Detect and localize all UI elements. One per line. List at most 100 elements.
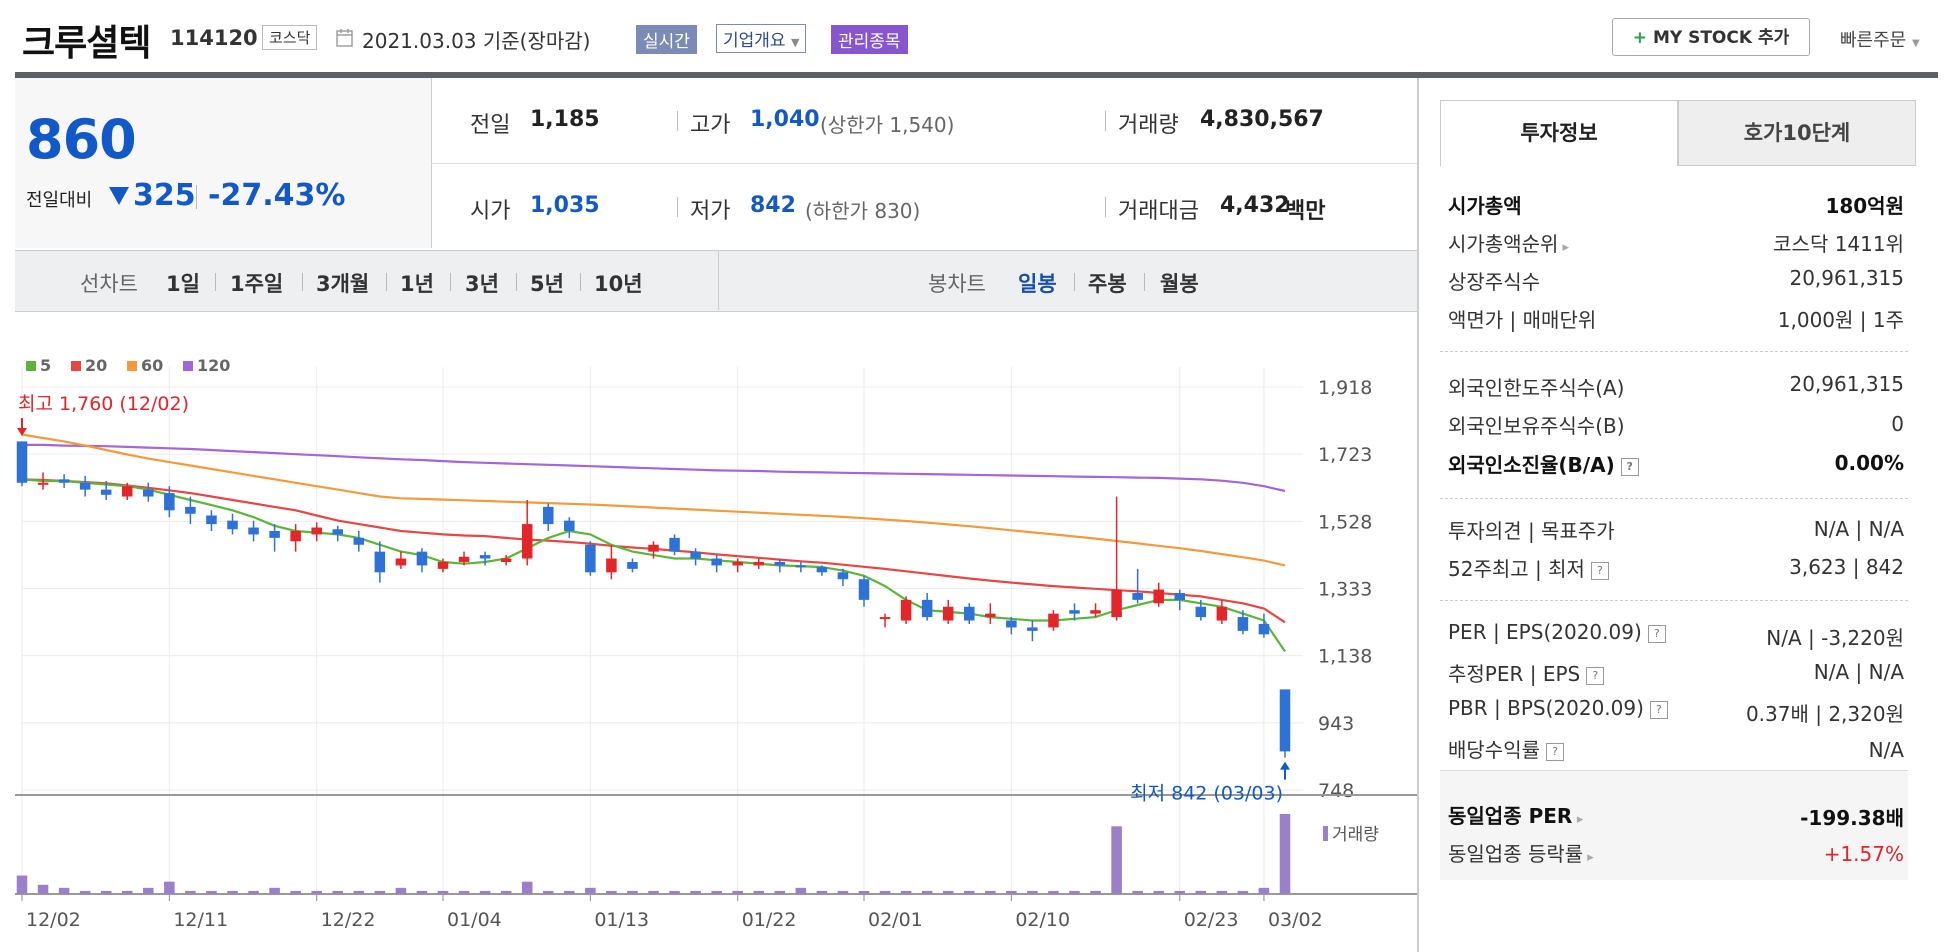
- volume-bar: [732, 890, 743, 894]
- price-chart: 1,918 1,723 1,528 1,333 1,138 943 748 12/02 12/1…: [15, 356, 1417, 931]
- company-overview-dropdown[interactable]: 기업개요 ▼: [716, 24, 807, 53]
- candle-body: [311, 527, 322, 535]
- volume-bar: [1258, 887, 1270, 894]
- divider: [1440, 351, 1908, 352]
- change-value: 325: [133, 178, 196, 213]
- market-cap-rank-value: 코스닥 1411위: [1773, 232, 1904, 256]
- low-label: 저가: [690, 199, 731, 224]
- candle-body: [921, 599, 933, 618]
- listed-shares-label: 상장주식수: [1448, 270, 1540, 294]
- divider: [677, 197, 678, 217]
- candle-body: [879, 617, 891, 620]
- volume-bar: [795, 887, 807, 894]
- price-panel: [15, 78, 432, 248]
- volume-bar: [816, 890, 828, 894]
- divider: [386, 273, 387, 291]
- open-label: 시가: [470, 199, 511, 224]
- x-tick-label: 12/22: [321, 909, 376, 931]
- candle-body: [858, 579, 870, 600]
- volume-bar: [185, 890, 196, 894]
- candle-monthly[interactable]: 월봉: [1160, 272, 1199, 296]
- volume-label: 거래량: [1118, 113, 1179, 138]
- dividend-text: 배당수익률: [1448, 738, 1540, 762]
- divider: [718, 251, 719, 310]
- y-tick-label: 748: [1318, 780, 1354, 802]
- tab-orderbook[interactable]: 호가10단계: [1678, 100, 1916, 166]
- candle-body: [185, 506, 196, 514]
- period-1y[interactable]: 1년: [400, 272, 434, 296]
- foreign-hold-value: 0: [1891, 412, 1904, 436]
- candle-body: [732, 561, 743, 566]
- low-value: 842: [750, 193, 796, 218]
- help-icon[interactable]: ?: [1647, 624, 1666, 643]
- candle-body: [206, 515, 217, 525]
- sector-change-value: +1.57%: [1823, 842, 1904, 866]
- period-1d[interactable]: 1일: [166, 272, 200, 296]
- volume-bar: [1174, 890, 1186, 894]
- period-10y[interactable]: 10년: [594, 272, 643, 296]
- quick-order-button[interactable]: 빠른주문 ▼: [1840, 26, 1920, 52]
- volume-bar: [837, 890, 849, 894]
- candle-body: [1258, 623, 1270, 635]
- volume-bar: [37, 884, 49, 894]
- y-tick-label: 1,138: [1318, 646, 1372, 668]
- current-price: 860: [26, 108, 137, 171]
- candle-body: [774, 561, 786, 566]
- x-tick-label: 02/01: [868, 909, 923, 931]
- candle-body: [564, 520, 575, 531]
- divider: [1074, 273, 1075, 291]
- add-mystock-button[interactable]: + MY STOCK 추가: [1612, 18, 1810, 56]
- chevron-right-icon: ▸: [1572, 812, 1584, 827]
- y-tick-label: 1,528: [1318, 511, 1372, 533]
- volume-bar: [879, 890, 891, 894]
- min-arrow-head-icon: [1280, 761, 1290, 770]
- divider: [580, 273, 581, 291]
- per-eps-value: N/A | -3,220원: [1766, 626, 1904, 650]
- market-cap-rank-label[interactable]: 시가총액순위 ▸: [1448, 228, 1569, 257]
- dividend-label: 배당수익률?: [1448, 734, 1564, 763]
- candle-body: [121, 486, 133, 497]
- sector-per-label[interactable]: 동일업종 PER ▸: [1448, 800, 1583, 829]
- help-icon[interactable]: ?: [1586, 666, 1605, 685]
- min-annotation: 최저 842 (03/03): [1130, 783, 1283, 805]
- period-bar: [15, 250, 1419, 312]
- help-icon[interactable]: ?: [1590, 561, 1609, 580]
- help-icon[interactable]: ?: [1620, 457, 1639, 476]
- candle-body: [963, 606, 975, 621]
- volume-bar: [1279, 814, 1291, 894]
- volume-bar: [121, 890, 133, 894]
- max-arrow-head-icon: [17, 428, 27, 436]
- candle-daily[interactable]: 일봉: [1018, 272, 1057, 296]
- divider: [1440, 498, 1908, 499]
- foreign-hold-label: 외국인보유주식수(B): [1448, 414, 1625, 438]
- volume-bar: [774, 890, 786, 894]
- help-icon[interactable]: ?: [1649, 700, 1668, 719]
- y-tick-label: 1,333: [1318, 579, 1372, 601]
- candle-weekly[interactable]: 주봉: [1088, 272, 1127, 296]
- period-3m[interactable]: 3개월: [316, 272, 370, 296]
- candle-body: [1111, 589, 1122, 618]
- period-3y[interactable]: 3년: [465, 272, 499, 296]
- divider: [1105, 197, 1106, 217]
- legend-swatch: [183, 361, 193, 371]
- volume-legend-label: 거래량: [1332, 825, 1379, 845]
- realtime-badge[interactable]: 실시간: [636, 25, 697, 54]
- stock-code: 114120: [170, 26, 258, 50]
- candle-body: [353, 537, 365, 545]
- tab-invest-info[interactable]: 투자정보: [1440, 100, 1678, 166]
- period-5y[interactable]: 5년: [530, 272, 564, 296]
- volume-bar: [942, 890, 954, 894]
- volume-bar: [395, 887, 407, 894]
- candle-body: [648, 544, 659, 552]
- candle-body: [79, 482, 91, 490]
- right-panel-divider: [1417, 78, 1419, 952]
- period-1w[interactable]: 1주일: [230, 272, 284, 296]
- help-icon[interactable]: ?: [1546, 742, 1564, 761]
- volume-bar: [58, 887, 70, 894]
- divider: [1440, 600, 1908, 601]
- sector-change-label[interactable]: 동일업종 등락률 ▸: [1448, 838, 1594, 867]
- candle-body: [100, 489, 112, 495]
- divider: [196, 185, 197, 209]
- candle-body: [248, 527, 259, 535]
- candle-body: [227, 520, 238, 530]
